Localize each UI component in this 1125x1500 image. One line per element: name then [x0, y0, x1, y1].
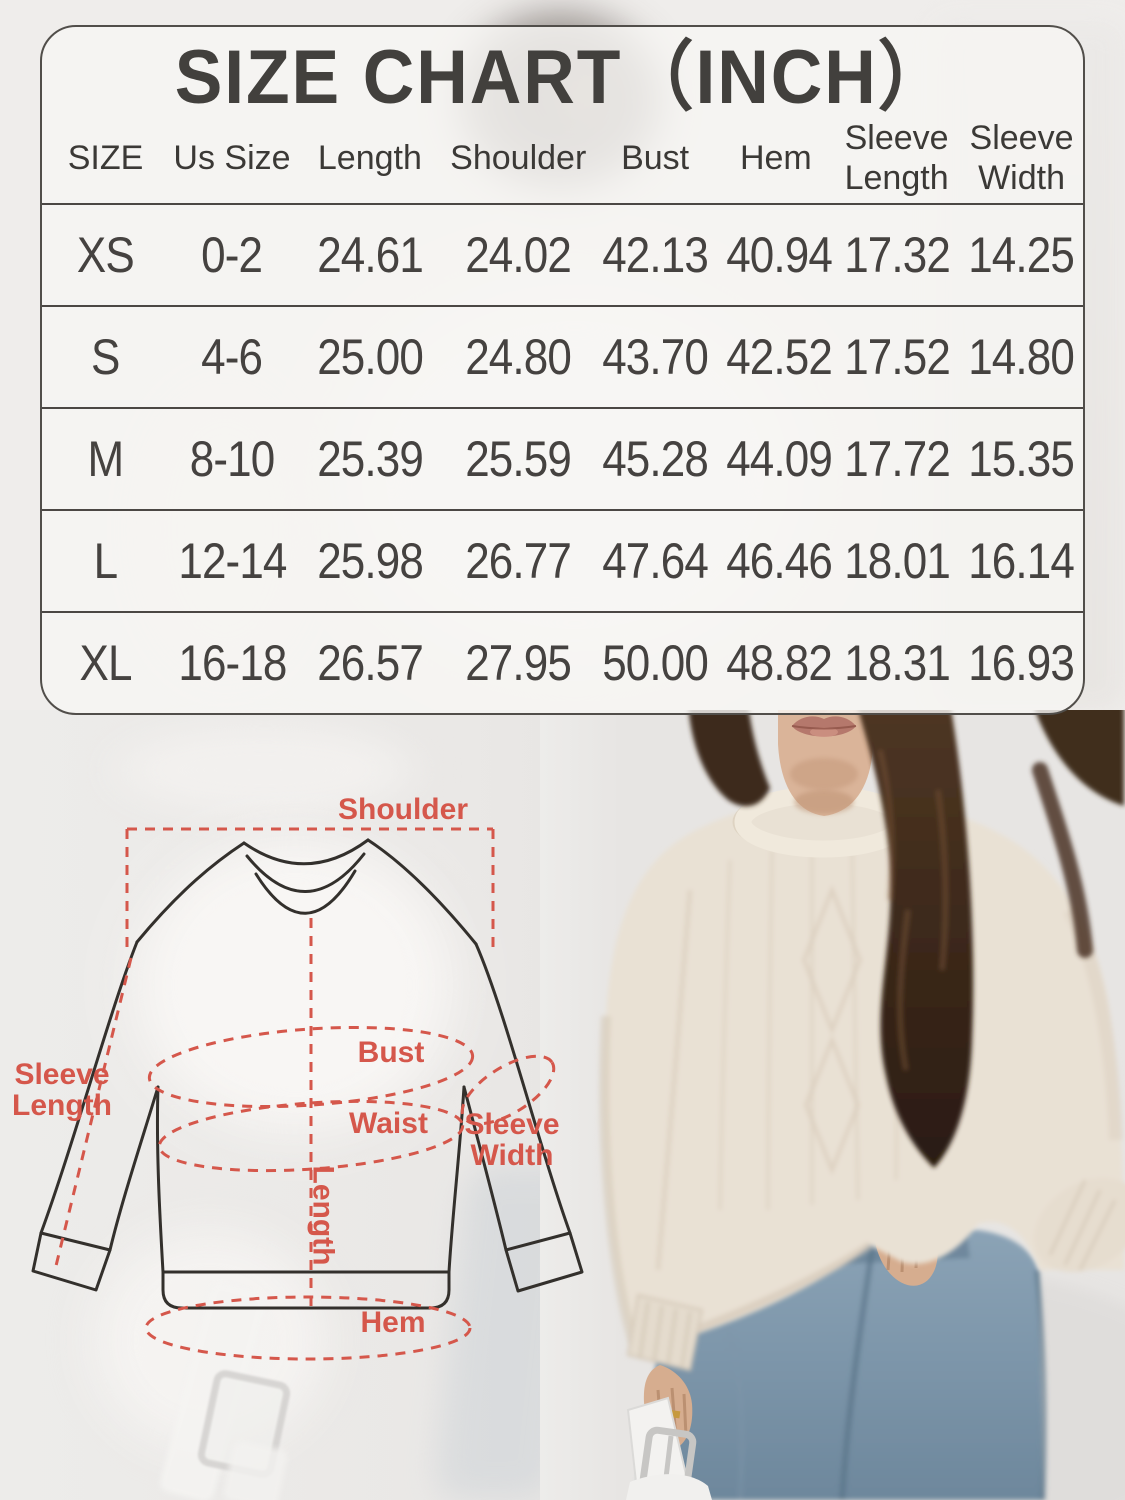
col-header-size: SIZE: [67, 139, 144, 177]
cell: L: [93, 533, 118, 589]
table-row-l: L 12-14 25.98 26.77 47.64 46.46 18.01 16…: [42, 509, 1083, 611]
chart-title-text: SIZE CHART（INCH）: [174, 35, 951, 120]
collar-arc-inner: [254, 869, 357, 915]
cell: 25.98: [317, 533, 424, 589]
cell: 42.13: [602, 227, 709, 283]
cell: 17.72: [843, 431, 951, 487]
cell: M: [87, 431, 125, 487]
cell: 18.01: [843, 533, 951, 589]
diagram-labels: Shoulder Sleeve Length Bust Waist Sleeve…: [0, 710, 620, 1410]
cell: 17.32: [843, 227, 951, 283]
ghost-bag-strap-lower: [222, 1439, 289, 1500]
collar-arc-mid: [245, 852, 366, 893]
bust-ellipse: [147, 1025, 475, 1109]
cell: 24.61: [317, 227, 424, 283]
cell: 42.52: [725, 329, 833, 385]
cell: 0-2: [201, 227, 263, 283]
hem-band: [161, 1270, 451, 1310]
cell: 26.57: [317, 635, 424, 691]
cell: 43.70: [602, 329, 709, 385]
cell: 8-10: [189, 431, 275, 487]
measurement-diagram: [31, 827, 584, 1361]
right-cuff: [504, 1231, 584, 1293]
cell: 24.80: [465, 329, 572, 385]
left-cuff: [31, 1231, 112, 1292]
table-row-xs: XS 0-2 24.61 24.02 42.13 40.94 17.32 14.…: [42, 203, 1083, 305]
cell: 44.09: [725, 431, 833, 487]
hem-ellipse: [144, 1295, 472, 1361]
bag-body: [626, 1474, 712, 1500]
cell: 25.00: [317, 329, 424, 385]
model-hair: [688, 710, 1124, 1168]
cell: 12-14: [177, 533, 287, 589]
table-row-xl: XL 16-18 26.57 27.95 50.00 48.82 18.31 1…: [42, 611, 1083, 713]
collar-arc-outer: [242, 838, 370, 866]
cell: 40.94: [725, 227, 833, 283]
cell: XS: [77, 227, 135, 283]
cell: 16-18: [177, 635, 287, 691]
cell: 45.28: [602, 431, 709, 487]
length-label: Length: [306, 1165, 340, 1266]
cell: 4-6: [201, 329, 263, 385]
cell: 27.95: [465, 635, 572, 691]
col-header-us-size: Us Size: [173, 139, 291, 177]
shoulder-label: Shoulder: [337, 793, 468, 826]
table-row-s: S 4-6 25.00 24.80 43.70 42.52 17.52 14.8…: [42, 305, 1083, 407]
cell: S: [91, 329, 120, 385]
model-hand-bag: [626, 1365, 712, 1500]
cell: 50.00: [602, 635, 709, 691]
col-header-bust: Bust: [621, 139, 690, 177]
waist-label: Waist: [349, 1107, 428, 1140]
cell: 18.31: [843, 635, 951, 691]
cell: 14.80: [968, 329, 1076, 385]
col-header-sleeve-width: Sleeve Width: [969, 119, 1074, 197]
table-header-row: SIZE Us Size Length Shoulder Bust Hem Sl…: [42, 113, 1083, 203]
cell: 16.93: [968, 635, 1076, 691]
cell: 46.46: [725, 533, 833, 589]
cell: 25.39: [317, 431, 424, 487]
table-body: XS 0-2 24.61 24.02 42.13 40.94 17.32 14.…: [42, 203, 1083, 713]
cell: 16.14: [968, 533, 1076, 589]
cell: 48.82: [725, 635, 833, 691]
col-header-sleeve-length: Sleeve Length: [844, 119, 949, 197]
cell: 14.25: [968, 227, 1076, 283]
sleeve-width-ellipse: [460, 1054, 556, 1126]
model-photo: [540, 710, 1125, 1500]
cell: 47.64: [602, 533, 709, 589]
measurement-lines: [53, 827, 556, 1361]
col-header-length: Length: [317, 139, 422, 177]
col-header-shoulder: Shoulder: [450, 139, 587, 177]
cell: 26.77: [465, 533, 572, 589]
cell: 24.02: [465, 227, 572, 283]
cell: 25.59: [465, 431, 572, 487]
col-header-hem: Hem: [739, 139, 812, 177]
chart-title: SIZE CHART（INCH）: [42, 27, 1083, 120]
cell: XL: [79, 635, 132, 691]
table-row-m: M 8-10 25.39 25.59 45.28 44.09 17.72 15.…: [42, 407, 1083, 509]
sleeve-width-label: Sleeve Width: [464, 1108, 560, 1172]
size-chart-table: SIZE CHART（INCH） SIZE Us Size Length Sho…: [40, 25, 1085, 715]
model-lips: [792, 716, 856, 737]
cell: 17.52: [843, 329, 951, 385]
bust-label: Bust: [357, 1036, 425, 1069]
ghost-knit-texture: [60, 770, 530, 1200]
sleeve-length-label: Sleeve Length: [12, 1058, 112, 1122]
hem-label: Hem: [360, 1306, 426, 1339]
cell: 15.35: [968, 431, 1076, 487]
